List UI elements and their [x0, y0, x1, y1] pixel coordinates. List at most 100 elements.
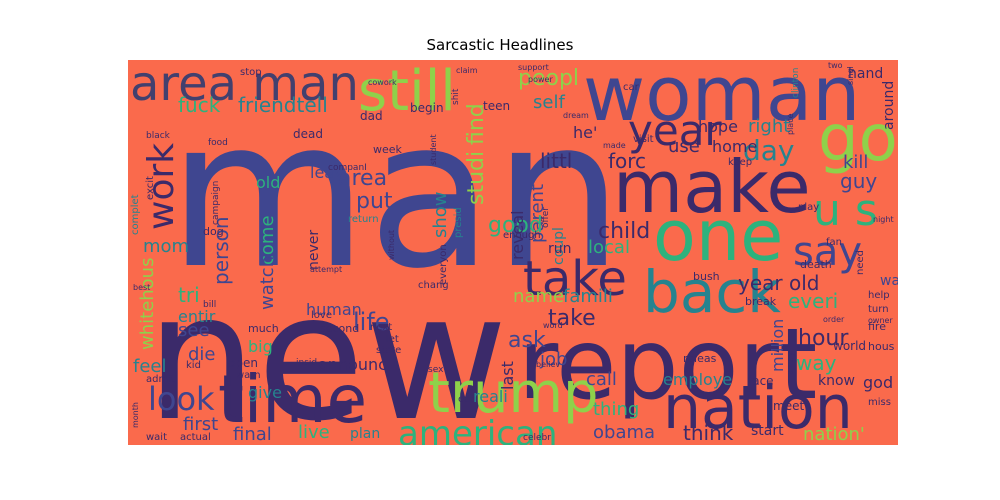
word-let: let	[386, 334, 399, 345]
word-guy: guy	[840, 169, 877, 193]
word-teen: teen	[483, 99, 510, 113]
word-warn: warn	[236, 370, 261, 381]
word-whitehous: whitehous	[137, 258, 158, 350]
word-dad: dad	[360, 109, 383, 123]
word-cloud: man new report woman time make one trump nation a…	[128, 60, 898, 445]
word-cowork: cowork	[368, 78, 397, 87]
word-support: support	[518, 63, 549, 72]
word-world: world	[833, 339, 866, 353]
word-year: year	[628, 106, 722, 155]
word-excit: excit	[145, 176, 156, 200]
word-man: man	[168, 76, 623, 314]
word-good: good	[488, 213, 543, 238]
word-old: old	[256, 173, 280, 192]
word-break: break	[745, 295, 777, 308]
word-state: state	[376, 345, 401, 356]
word-big: big	[248, 337, 273, 356]
word-student: student	[429, 134, 438, 165]
word-forc: forc	[608, 149, 646, 173]
word-still: still	[358, 60, 456, 124]
word-find: find	[464, 103, 489, 145]
word-claim: claim	[456, 66, 478, 75]
word-face: face	[748, 374, 774, 388]
word-name: name	[513, 286, 564, 307]
word-reveal: reveal	[508, 210, 527, 260]
word-word: word	[543, 321, 563, 330]
word-everi: everi	[788, 289, 838, 313]
word-call: call	[586, 369, 617, 390]
word-bill: bill	[203, 300, 216, 310]
word-u-s: u s	[813, 185, 878, 236]
word-much: much	[248, 322, 279, 335]
word-without: without	[387, 230, 396, 260]
word-life: life	[353, 308, 390, 336]
word-dog: dog	[203, 225, 224, 238]
word-give: give	[248, 383, 282, 402]
word-human: human	[306, 300, 362, 319]
word-insid: insid	[296, 358, 317, 368]
word-home: home	[712, 137, 757, 156]
word-day: day	[743, 134, 795, 167]
word-never: never	[306, 230, 322, 270]
word-actual: actual	[180, 432, 211, 443]
word-ask: ask	[508, 328, 546, 353]
word-obama: obama	[593, 422, 655, 443]
word-peopl: peopl	[518, 66, 579, 91]
word-reali: reali	[473, 387, 508, 406]
word-nation-: nation'	[803, 424, 865, 445]
word-tri: tri	[178, 283, 200, 307]
word-night: night	[873, 215, 894, 224]
word-hous: hous	[868, 340, 895, 353]
word-put: put	[356, 189, 393, 214]
word-studi: studi	[464, 151, 489, 205]
word-friendtell: friendtell	[238, 93, 328, 117]
word-report: report	[518, 308, 817, 422]
word-dream: dream	[563, 111, 589, 120]
word-food: food	[208, 138, 228, 148]
word-watch: watch	[257, 256, 278, 310]
word-black: black	[146, 131, 171, 141]
word-releas: releas	[683, 352, 717, 365]
word-first: first	[183, 414, 218, 435]
word-nation: nation	[663, 373, 853, 443]
word-famili: famili	[563, 286, 613, 307]
word-owner: owner	[868, 316, 893, 325]
word-fire: fire	[868, 320, 886, 333]
word-go: go	[818, 102, 898, 176]
word-fuck: fuck	[178, 93, 221, 117]
word-plan: plan	[350, 426, 380, 442]
word-bush: bush	[693, 270, 720, 283]
cloud-background	[128, 60, 898, 445]
chart-title: Sarcastic Headlines	[426, 36, 574, 54]
word-meet: meet	[773, 399, 804, 413]
word-take: take	[548, 306, 596, 331]
word-around: around	[881, 81, 897, 130]
word-million: million	[768, 319, 787, 372]
word-two: two	[828, 61, 843, 70]
word-power: power	[528, 75, 553, 84]
word-way: way	[796, 351, 837, 375]
word-kill: kill	[843, 152, 868, 173]
word-year-old: year old	[738, 271, 819, 295]
word-entir: entir	[178, 307, 216, 326]
word-place: place	[786, 113, 795, 135]
word-he-: he'	[573, 123, 597, 142]
word-parent: parent	[527, 184, 548, 243]
word-feel: feel	[133, 356, 167, 377]
word-car: car	[623, 82, 640, 93]
word-time: time	[218, 361, 367, 438]
word-visit: visit	[633, 134, 654, 145]
word-want: want	[880, 273, 898, 289]
word-littl: littl	[540, 149, 572, 173]
word-sex: sex	[428, 365, 444, 375]
word-play: play	[798, 202, 819, 213]
word-week: week	[373, 143, 403, 156]
word-final: final	[233, 424, 272, 445]
word-keep: keep	[728, 157, 752, 168]
word-wait: wait	[146, 432, 167, 443]
word-kid: kid	[186, 360, 201, 371]
word-begin: begin	[410, 101, 444, 115]
word-made: made	[603, 141, 626, 150]
word-stop: stop	[240, 67, 262, 78]
word-presid: presid	[453, 207, 464, 238]
